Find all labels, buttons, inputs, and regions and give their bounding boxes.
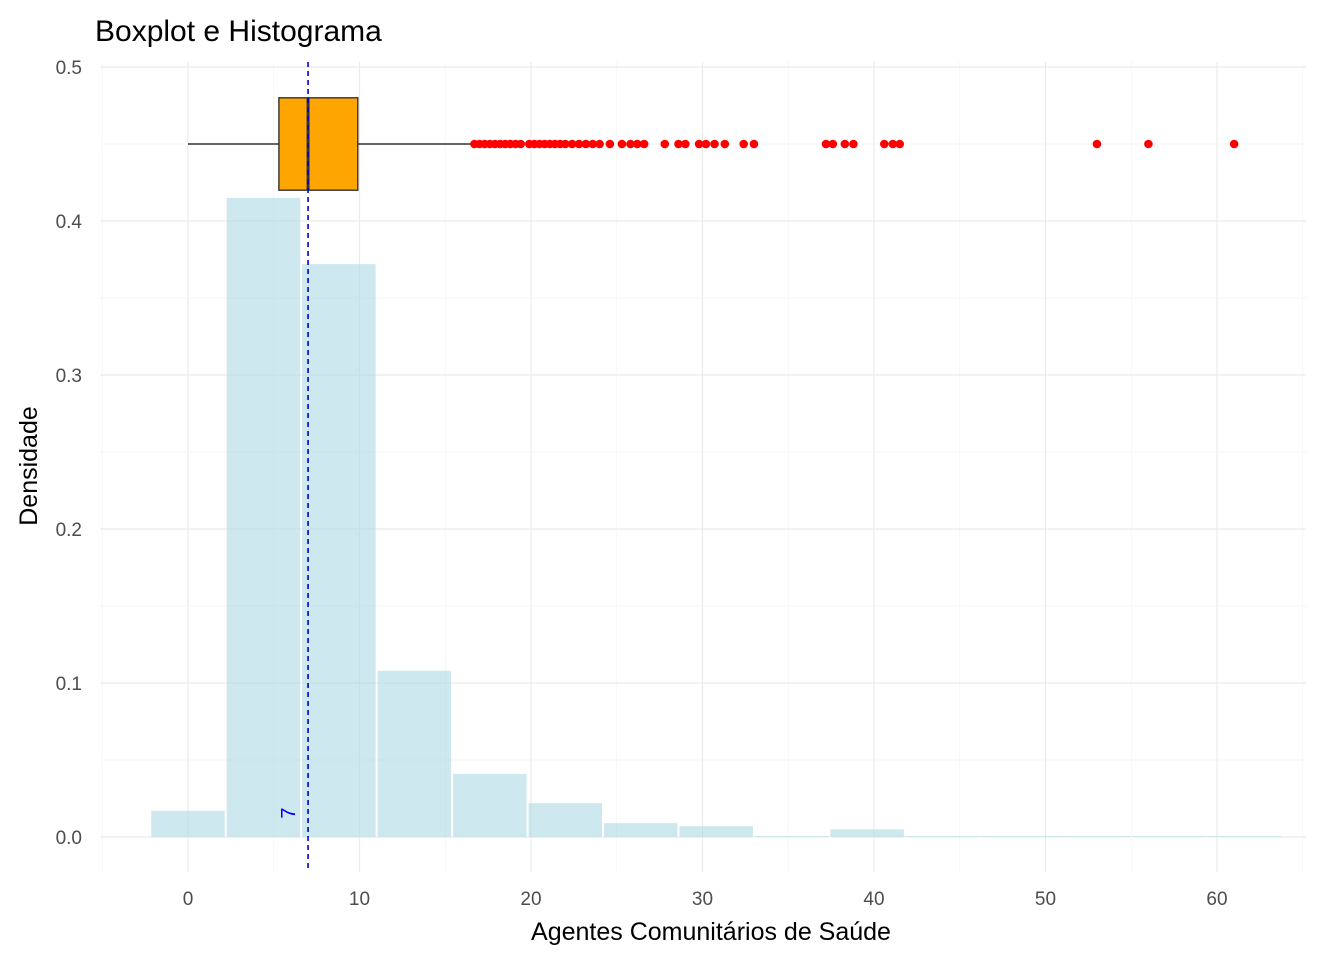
histogram-bar xyxy=(981,836,1055,837)
outlier-point xyxy=(1229,139,1239,149)
histogram-bar xyxy=(1207,836,1282,837)
outlier-point xyxy=(681,139,690,149)
median-reference-line: 7 xyxy=(278,62,309,872)
y-tick-label: 0.4 xyxy=(56,212,83,233)
chart-title: Boxplot e Histograma xyxy=(95,15,382,48)
histogram-bar xyxy=(679,826,753,837)
histogram-bar xyxy=(528,803,603,837)
x-tick-label: 0 xyxy=(183,889,194,910)
outlier-point xyxy=(739,139,748,149)
outlier-point xyxy=(888,139,898,149)
outlier-point xyxy=(605,139,615,149)
outlier-point xyxy=(849,139,858,149)
outlier-point xyxy=(1144,139,1153,149)
x-tick-label: 30 xyxy=(692,889,713,910)
y-tick-label: 0.3 xyxy=(56,366,82,387)
outlier-point xyxy=(720,139,730,149)
y-tick-label: 0.2 xyxy=(56,520,82,541)
outlier-point xyxy=(749,139,759,149)
outlier-point xyxy=(626,139,635,149)
histogram-bar xyxy=(1132,836,1206,837)
histogram-bar xyxy=(302,264,376,837)
x-axis-ticks: 0 10 20 30 40 50 60 xyxy=(183,889,1228,910)
outlier-point xyxy=(516,139,526,149)
histogram-bar xyxy=(226,197,301,837)
outlier-point xyxy=(639,139,649,149)
histogram-bar xyxy=(453,773,527,837)
outlier-point xyxy=(828,139,838,149)
outlier-point xyxy=(660,139,670,149)
outlier-point xyxy=(561,139,570,149)
outlier-point xyxy=(710,139,719,149)
boxplot xyxy=(188,97,471,191)
outlier-point xyxy=(588,139,598,149)
outlier-point xyxy=(694,139,704,149)
y-tick-label: 0.5 xyxy=(56,58,82,79)
x-tick-label: 20 xyxy=(520,889,541,910)
histogram-bar xyxy=(830,829,904,837)
outlier-point xyxy=(567,139,577,149)
x-tick-label: 40 xyxy=(863,889,884,910)
boxplot-box xyxy=(278,97,359,191)
y-tick-label: 0.1 xyxy=(56,674,82,695)
outlier-point xyxy=(617,139,627,149)
outlier-point xyxy=(1092,139,1102,149)
outliers xyxy=(470,139,1239,149)
outlier-point xyxy=(879,139,889,149)
x-tick-label: 10 xyxy=(349,889,370,910)
outlier-point xyxy=(821,139,831,149)
outlier-point xyxy=(574,139,584,149)
y-tick-label: 0.0 xyxy=(56,828,82,849)
outlier-point xyxy=(701,139,711,149)
outlier-point xyxy=(633,139,642,149)
reference-vline-label: 7 xyxy=(278,807,300,818)
outlier-point xyxy=(895,139,905,149)
histogram-bar xyxy=(377,670,452,837)
x-tick-label: 60 xyxy=(1206,889,1227,910)
y-axis-ticks: 0.0 0.1 0.2 0.3 0.4 0.5 xyxy=(56,58,83,849)
outlier-point xyxy=(840,139,850,149)
x-tick-label: 50 xyxy=(1035,889,1056,910)
outlier-point xyxy=(674,139,683,149)
x-axis-title: Agentes Comunitários de Saúde xyxy=(531,918,891,946)
histogram-bar xyxy=(754,836,829,837)
histogram-bar xyxy=(1056,836,1131,837)
histogram-bar xyxy=(905,836,980,837)
histogram-bar xyxy=(604,823,678,837)
histogram xyxy=(151,197,1282,837)
outlier-point xyxy=(595,139,604,149)
histogram-bar xyxy=(151,810,225,837)
y-axis-title: Densidade xyxy=(15,406,43,526)
outlier-point xyxy=(581,139,591,149)
